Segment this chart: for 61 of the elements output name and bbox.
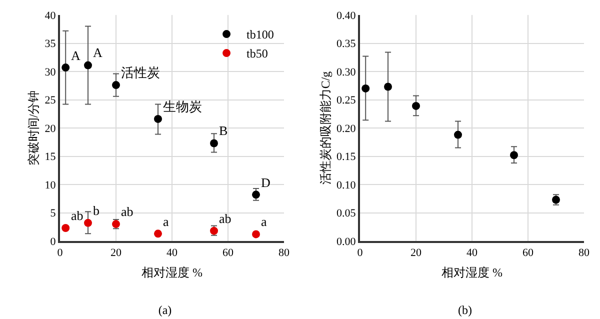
x-tick-label: 40: [466, 247, 478, 260]
point: [412, 102, 420, 110]
annotation: B: [219, 123, 228, 138]
point: [384, 82, 392, 91]
point: [62, 64, 70, 72]
x-tick-label: 40: [166, 247, 178, 260]
point: [362, 84, 370, 92]
x-tick-label: 60: [522, 247, 534, 260]
x-tick-label: 20: [410, 247, 422, 260]
point: [84, 61, 92, 70]
x-tick-label: 80: [578, 247, 590, 260]
point: [62, 224, 70, 232]
y-tick-label: 0.15: [336, 151, 356, 164]
x-tick-label: 20: [110, 247, 122, 260]
annotation: 生物炭: [163, 99, 202, 114]
y-tick-label: 0.25: [336, 94, 356, 107]
y-tick-label: 0.20: [336, 122, 356, 135]
y-tick-label: 15: [44, 151, 56, 164]
point: [154, 230, 162, 238]
annotation: b: [93, 203, 100, 218]
point: [84, 218, 92, 227]
y-tick-label: 10: [44, 179, 56, 192]
annotation: a: [163, 214, 169, 229]
y-tick-label: 25: [44, 94, 56, 107]
annotation: 活性炭: [121, 65, 160, 80]
legend-label: tb50: [246, 46, 268, 61]
x-tick-label: 80: [278, 247, 290, 260]
y-tick-label: 0.35: [336, 38, 356, 50]
y-axis-title: 活性炭的吸附能力C/g: [318, 71, 332, 185]
legend-label: tb100: [246, 28, 274, 42]
point: [510, 151, 518, 160]
point: [154, 114, 162, 123]
annotation: ab: [71, 208, 84, 223]
x-axis-title: 相对湿度 %: [142, 266, 202, 280]
annotation: ab: [219, 211, 232, 226]
y-tick-label: 5: [50, 208, 56, 220]
y-axis-title: 突破时间/分钟: [26, 90, 41, 166]
y-tick-label: 0.05: [336, 208, 356, 220]
point: [252, 190, 260, 199]
x-tick-label: 60: [222, 247, 234, 260]
point: [112, 81, 120, 90]
y-tick-label: 40: [44, 10, 56, 22]
y-tick-label: 35: [44, 38, 56, 50]
y-tick-label: 0.40: [336, 10, 356, 22]
y-tick-label: 20: [44, 122, 56, 135]
annotation: D: [261, 175, 270, 190]
annotation: A: [71, 48, 81, 63]
y-tick-label: 0.00: [336, 236, 356, 248]
annotation: a: [261, 214, 267, 229]
x-axis-title: 相对湿度 %: [442, 266, 502, 280]
y-tick-label: 0.10: [336, 179, 356, 192]
point: [252, 230, 260, 238]
annotation: A: [93, 45, 103, 60]
y-tick-label: 0: [50, 236, 56, 248]
y-tick-label: 30: [44, 66, 56, 78]
y-tick-label: 0.30: [336, 66, 356, 78]
annotation: ab: [121, 204, 134, 219]
text: (b): [458, 303, 472, 318]
text: (a): [158, 303, 172, 318]
point: [454, 130, 462, 139]
point: [210, 139, 218, 148]
